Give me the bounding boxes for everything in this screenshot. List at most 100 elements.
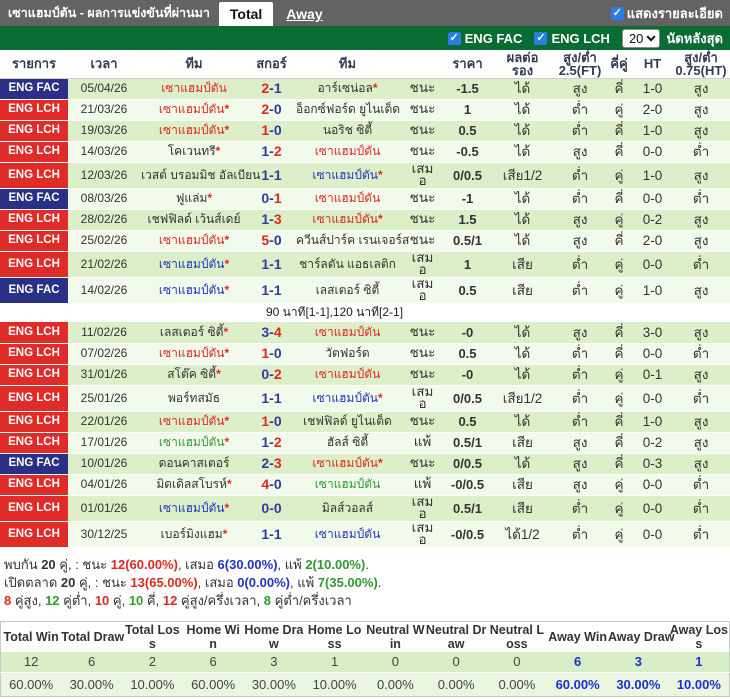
- half-time-score: 0-0: [633, 188, 672, 210]
- half-time-score: 0-0: [633, 495, 672, 522]
- favorite-star-icon: *: [224, 414, 230, 428]
- handicap-price: -0.5: [445, 141, 490, 163]
- match-row: ENG FAC 05/04/26 เซาแฮมป์ตัน 2-1 อาร์เซน่อล*…: [0, 78, 730, 100]
- half-time-score: 0-0: [633, 251, 672, 278]
- odd-even: คู่: [605, 495, 633, 522]
- away-goals: 3: [273, 211, 282, 227]
- over-under-ht: ต่ำ: [672, 188, 730, 210]
- handicap-price: -0: [445, 322, 490, 344]
- handicap-result: ได้1/2: [490, 521, 555, 548]
- over-under-ft: สูง: [555, 453, 605, 475]
- home-goals: 4: [261, 476, 270, 492]
- handicap-result: ได้: [490, 141, 555, 163]
- half-time-score: 0-0: [633, 141, 672, 163]
- away-team: มิลส์วอลส์: [295, 495, 400, 522]
- odd-even: คี่: [605, 78, 633, 100]
- match-date: 14/03/26: [68, 141, 140, 163]
- match-date: 08/03/26: [68, 188, 140, 210]
- league-eng-lch-checkbox[interactable]: ✓: [534, 31, 548, 45]
- match-date: 31/01/26: [68, 364, 140, 386]
- match-result: ชนะ: [400, 120, 445, 142]
- over-under-ht: สูง: [672, 322, 730, 344]
- over-under-ft: ต่ำ: [555, 343, 605, 365]
- team-name: เซาแฮมป์ตัน: [158, 233, 225, 247]
- match-result: เสมอ: [400, 161, 445, 189]
- home-team: เลสเตอร์ ซิตี้*: [140, 322, 248, 344]
- odd-even: คี่: [605, 141, 633, 163]
- tab-away[interactable]: Away: [286, 6, 323, 22]
- full-time-score: 1-1: [248, 251, 295, 278]
- match-row: ENG LCH 07/02/26 เซาแฮมป์ตัน* 1-0 วัตฟอร์ด ชน…: [0, 343, 730, 365]
- team-name: เซาแฮมป์ตัน: [314, 191, 381, 205]
- match-result: ชนะ: [400, 411, 445, 433]
- competition-badge: ENG FAC: [0, 78, 68, 100]
- tab-total[interactable]: Total: [218, 2, 274, 26]
- over-under-ht: สูง: [672, 209, 730, 231]
- totals-value: 6: [182, 651, 244, 673]
- competition-badge: ENG LCH: [0, 343, 68, 365]
- home-team: เซาแฮมป์ตัน*: [140, 120, 248, 142]
- competition-badge: ENG LCH: [0, 322, 68, 344]
- competition-badge: ENG LCH: [0, 521, 68, 548]
- team-name: เซาแฮมป์ตัน: [312, 212, 378, 226]
- away-team: เซาแฮมป์ตัน: [295, 322, 400, 344]
- match-result: ชนะ: [400, 230, 445, 252]
- home-team: เซาแฮมป์ตัน*: [140, 411, 248, 433]
- summary-segment: คู่ต่ำ/ครึ่งเวลา: [271, 592, 352, 608]
- home-goals: 3: [261, 323, 270, 340]
- full-time-score: 2-1: [248, 78, 295, 100]
- totals-percent: 60.00%: [0, 672, 62, 697]
- favorite-star-icon: *: [207, 191, 213, 205]
- handicap-price: 0/0.5: [445, 162, 490, 189]
- away-goals: 4: [273, 323, 282, 340]
- team-name: ดอนคาสเตอร์: [158, 456, 230, 470]
- league-eng-fac-checkbox[interactable]: ✓: [447, 31, 461, 45]
- score-dash: -: [269, 143, 274, 159]
- match-date: 28/02/26: [68, 209, 140, 231]
- over-under-ft: สูง: [555, 432, 605, 454]
- home-team: เซาแฮมป์ตัน: [140, 78, 248, 100]
- handicap-price: 1: [445, 251, 490, 278]
- team-name: โคเวนทรี: [167, 144, 216, 158]
- team-name: มิดเดิลสโบรห์: [156, 477, 228, 491]
- home-team: เซาแฮมป์ตัน*: [140, 277, 248, 304]
- over-under-ht: สูง: [672, 432, 730, 454]
- team-name: ควีนส์ปาร์ค เรนเจอร์ส: [296, 233, 410, 247]
- summary-segment: 12(60.00%): [110, 556, 178, 572]
- score-dash: -: [269, 434, 274, 450]
- home-goals: 1: [261, 122, 270, 138]
- handicap-result: เสีย: [490, 495, 555, 522]
- totals-value: 0: [425, 651, 487, 673]
- full-time-score: 0-1: [248, 188, 295, 210]
- team-name: เซาแฮมป์ตัน: [158, 435, 225, 449]
- over-under-ht: ต่ำ: [672, 474, 730, 496]
- competition-badge: ENG FAC: [0, 453, 68, 475]
- totals-percent: 0.00%: [425, 672, 487, 697]
- favorite-star-icon: *: [224, 500, 230, 515]
- half-time-score: 2-0: [633, 230, 672, 252]
- score-dash: -: [269, 455, 274, 471]
- over-under-ft: สูง: [555, 474, 605, 496]
- away-team: ชาร์ลตัน แอธเลติก: [295, 251, 400, 278]
- match-count-select[interactable]: 20: [621, 28, 661, 48]
- half-time-score: 0-2: [633, 432, 672, 454]
- half-time-score: 1-0: [633, 120, 672, 142]
- score-dash: -: [269, 122, 274, 138]
- handicap-result: ได้: [490, 230, 555, 252]
- full-time-score: 5-0: [248, 230, 295, 252]
- match-date: 19/03/26: [68, 120, 140, 142]
- over-under-ft: ต่ำ: [555, 99, 605, 121]
- show-details-checkbox[interactable]: ✓: [610, 6, 624, 20]
- totals-percent: 60.00%: [547, 672, 608, 697]
- summary-segment: 6(30.00%): [217, 556, 278, 572]
- match-result: เสมอ: [400, 494, 445, 522]
- summary-segment: , เสมอ: [177, 556, 218, 572]
- home-goals: 1: [261, 434, 270, 450]
- over-under-ht: ต่ำ: [672, 385, 730, 412]
- over-under-ht: สูง: [672, 277, 730, 304]
- handicap-price: 0.5: [445, 277, 490, 304]
- handicap-result: ได้: [490, 188, 555, 210]
- home-team: สโต๊ค ซิตี้*: [140, 364, 248, 386]
- summary-segment: คู่, : ชนะ: [75, 574, 131, 590]
- match-result: เสมอ: [400, 520, 445, 548]
